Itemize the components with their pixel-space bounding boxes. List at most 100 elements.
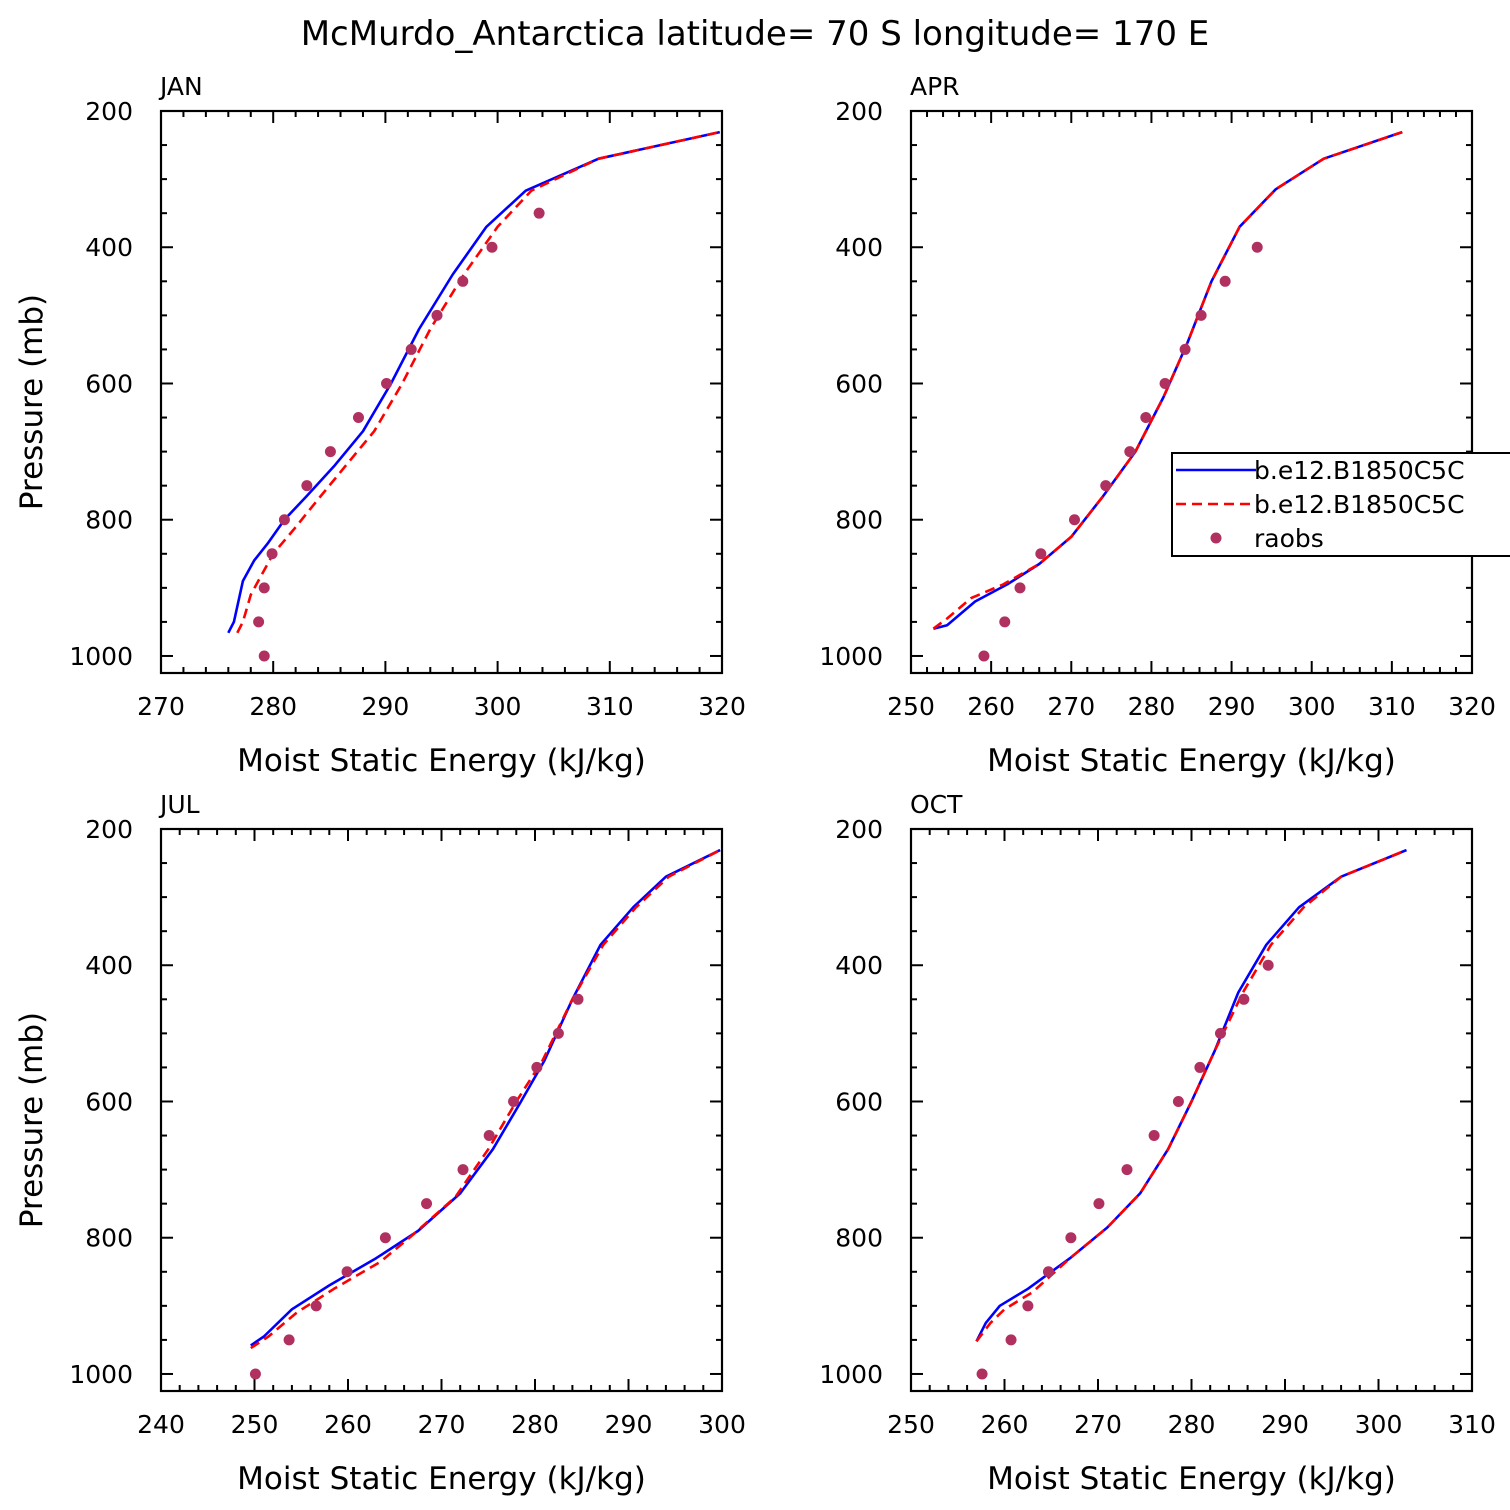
raobs-point	[1093, 1198, 1105, 1210]
plot-frame	[909, 109, 1474, 675]
x-tick-label: 290	[362, 692, 410, 721]
raobs-point	[1251, 241, 1263, 253]
panel-label: OCT	[910, 790, 963, 819]
y-tick-label: 400	[835, 233, 883, 262]
y-tick-label: 200	[835, 815, 883, 844]
x-tick-label: 300	[698, 1410, 746, 1439]
raobs-point	[266, 548, 278, 560]
x-axis-title: Moist Static Energy (kJ/kg)	[237, 1461, 646, 1497]
raobs-point	[572, 993, 584, 1005]
raobs-point	[1042, 1266, 1054, 1278]
raobs-point	[352, 412, 364, 424]
x-tick-label: 250	[231, 1410, 279, 1439]
dashed-series-line	[975, 848, 1407, 1343]
raobs-point	[249, 1368, 261, 1380]
y-tick-label: 600	[85, 1087, 133, 1116]
x-tick-label: 270	[1047, 692, 1095, 721]
raobs-point	[483, 1130, 495, 1142]
raobs-point	[258, 582, 270, 594]
raobs-point	[1179, 343, 1191, 355]
dashed-series-line	[250, 848, 721, 1350]
chart-panel-jan: 270 280 290 300 310 320 200 400 600 800 1000 JAN Moi…	[14, 72, 746, 779]
dashed-series-line	[932, 130, 1403, 630]
raobs-point	[533, 207, 545, 219]
raobs-point	[341, 1266, 353, 1278]
raobs-point	[1194, 1061, 1206, 1073]
raobs-point	[421, 1198, 433, 1210]
x-tick-label: 280	[1168, 1410, 1216, 1439]
legend-label: raobs	[1254, 524, 1324, 553]
y-tick-label: 400	[835, 951, 883, 980]
raobs-point	[1065, 1232, 1077, 1244]
plot-frame	[159, 827, 724, 1393]
raobs-point	[1005, 1334, 1017, 1346]
raobs-point	[486, 241, 498, 253]
panel-label: JAN	[158, 72, 203, 101]
raobs-point	[976, 1368, 988, 1380]
x-axis-title: Moist Static Energy (kJ/kg)	[987, 743, 1396, 779]
solid-series-line	[250, 848, 721, 1347]
x-axis-title: Moist Static Energy (kJ/kg)	[987, 1461, 1396, 1497]
y-tick-label: 400	[85, 233, 133, 262]
chart-panel-jul: 240 250 260 270 280 290 300 200 400 600 800 1000 JUL…	[14, 790, 746, 1497]
y-tick-label: 200	[85, 815, 133, 844]
x-tick-label: 290	[1208, 692, 1256, 721]
legend: b.e12.B1850C5C b.e12.B1850C5C raobs	[1171, 452, 1510, 557]
x-tick-label: 270	[1074, 1410, 1122, 1439]
plot-frame	[909, 827, 1474, 1393]
y-tick-label: 800	[85, 1224, 133, 1253]
raobs-point	[1219, 275, 1231, 287]
raobs-point	[381, 377, 393, 389]
x-tick-label: 280	[511, 1410, 559, 1439]
chart-panel-apr: 250 260 270 280 290 300 310 320 200 400 600 800 1000…	[819, 72, 1495, 779]
x-tick-label: 290	[605, 1410, 653, 1439]
y-tick-label: 400	[85, 951, 133, 980]
raobs-point	[1195, 309, 1207, 321]
raobs-point	[324, 446, 336, 458]
y-tick-label: 800	[85, 506, 133, 535]
raobs-point	[278, 514, 290, 526]
legend-label: b.e12.B1850C5C	[1254, 456, 1465, 485]
panel-label: APR	[910, 72, 960, 101]
x-tick-label: 250	[887, 692, 935, 721]
y-axis-title: Pressure (mb)	[14, 1012, 50, 1228]
legend-entry: raobs	[1210, 524, 1324, 553]
y-tick-label: 200	[85, 97, 133, 126]
raobs-point	[301, 480, 313, 492]
x-tick-label: 290	[1261, 1410, 1309, 1439]
raobs-point	[1172, 1095, 1184, 1107]
raobs-point	[1262, 959, 1274, 971]
raobs-point	[1014, 582, 1026, 594]
raobs-point	[1124, 446, 1136, 458]
raobs-point	[552, 1027, 564, 1039]
y-tick-label: 600	[835, 1087, 883, 1116]
x-tick-label: 310	[1368, 692, 1416, 721]
chart-panel-oct: 250 260 270 280 290 300 310 200 400 600 800 1000 OCT…	[819, 790, 1495, 1497]
raobs-point	[507, 1095, 519, 1107]
solid-series-line	[975, 848, 1407, 1342]
raobs-point	[253, 616, 265, 628]
x-tick-label: 280	[249, 692, 297, 721]
raobs-point	[1140, 412, 1152, 424]
x-tick-label: 310	[1448, 1410, 1496, 1439]
raobs-point	[310, 1300, 322, 1312]
legend-entry: b.e12.B1850C5C	[1176, 490, 1465, 519]
y-tick-label: 800	[835, 1224, 883, 1253]
raobs-point	[978, 650, 990, 662]
raobs-point	[431, 309, 443, 321]
raobs-point	[1159, 377, 1171, 389]
raobs-point	[1068, 514, 1080, 526]
raobs-point	[1022, 1300, 1034, 1312]
raobs-point	[405, 343, 417, 355]
x-tick-label: 280	[1128, 692, 1176, 721]
x-tick-label: 240	[137, 1410, 185, 1439]
x-tick-label: 270	[418, 1410, 466, 1439]
plot-frame	[159, 109, 724, 675]
raobs-point	[379, 1232, 391, 1244]
y-tick-label: 1000	[819, 642, 883, 671]
x-tick-label: 320	[1448, 692, 1496, 721]
x-axis-title: Moist Static Energy (kJ/kg)	[237, 743, 646, 779]
raobs-point	[258, 650, 270, 662]
y-tick-label: 200	[835, 97, 883, 126]
